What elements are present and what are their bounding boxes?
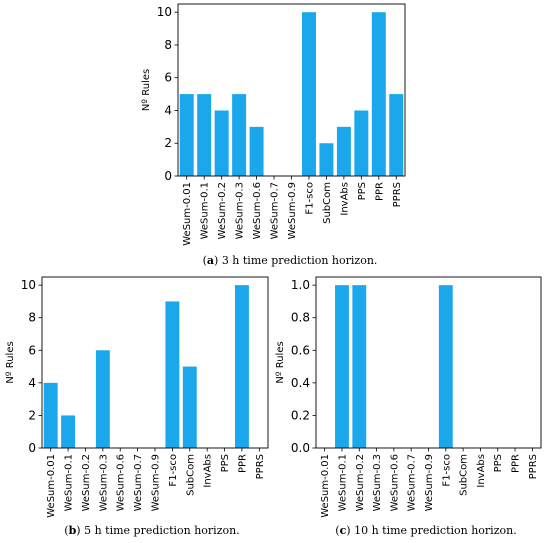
x-tick-label: F1-sco xyxy=(168,454,179,487)
x-tick-label: F1-sco xyxy=(304,182,315,215)
x-tick-label: WeSum-0.6 xyxy=(116,454,127,511)
x-tick-label: PPS xyxy=(220,454,231,472)
y-axis-label: Nº Rules xyxy=(275,341,286,383)
y-tick-label: 0.4 xyxy=(291,376,310,390)
x-tick-label: PPRS xyxy=(255,454,266,479)
x-tick-label: WeSum-0.7 xyxy=(407,454,418,511)
y-tick-label: 10 xyxy=(21,278,36,292)
axes-frame xyxy=(315,276,542,449)
y-tick-label: 0.2 xyxy=(291,408,310,422)
axes-frame xyxy=(41,276,269,449)
x-tick-label: WeSum-0.9 xyxy=(151,454,162,511)
y-tick-label: 4 xyxy=(164,103,172,117)
y-tick-label: 10 xyxy=(157,5,172,19)
bar-InvAbs xyxy=(336,126,351,176)
x-tick-label: WeSum-0.9 xyxy=(424,454,435,511)
x-tick-label: WeSum-0.3 xyxy=(235,182,246,239)
y-tick-label: 4 xyxy=(28,376,36,390)
panel-caption: (c) 10 h time prediction horizon. xyxy=(335,524,516,537)
chart-panel-b: WeSum-0.01 WeSum-0.1 WeSum-0.2 WeSum-0.3 WeS… xyxy=(5,276,269,537)
chart-panel-a: WeSum-0.01 WeSum-0.1 WeSum-0.2 WeSum-0.3 WeS… xyxy=(141,3,406,267)
bar-WeSum-0.1 xyxy=(335,285,349,448)
x-tick-label: WeSum-0.7 xyxy=(270,182,281,239)
x-tick-label: InvAbs xyxy=(339,182,350,216)
x-tick-label: InvAbs xyxy=(203,454,214,488)
panel-caption: (b) 5 h time prediction horizon. xyxy=(64,524,239,537)
y-tick-label: 0 xyxy=(28,441,36,455)
bar-WeSum-0.2 xyxy=(352,285,367,448)
bar-PPR xyxy=(234,285,249,448)
y-tick-label: 0.0 xyxy=(291,441,310,455)
x-tick-label: SubCom xyxy=(322,182,333,224)
bar-PPS xyxy=(354,110,369,176)
panel-caption: (a) 3 h time prediction horizon. xyxy=(203,254,378,267)
y-tick-label: 0.6 xyxy=(291,343,310,357)
bar-WeSum-0.01 xyxy=(43,382,58,448)
x-tick-label: WeSum-0.2 xyxy=(355,454,366,511)
x-tick-label: PPR xyxy=(237,454,248,473)
bar-WeSum-0.2 xyxy=(214,110,229,176)
x-tick-label: WeSum-0.01 xyxy=(182,182,193,246)
x-tick-label: WeSum-0.3 xyxy=(98,454,109,511)
caption-letter: c xyxy=(340,524,347,537)
x-tick-label: PPR xyxy=(511,454,522,473)
y-tick-label: 2 xyxy=(164,136,172,150)
x-tick-label: PPRS xyxy=(528,454,539,479)
y-tick-label: 0 xyxy=(164,169,172,183)
x-tick-label: WeSum-0.3 xyxy=(372,454,383,511)
y-axis-label: Nº Rules xyxy=(5,341,16,383)
y-tick-label: 8 xyxy=(28,311,36,325)
y-tick-label: 6 xyxy=(28,343,36,357)
y-tick-label: 1.0 xyxy=(291,278,310,292)
x-tick-label: WeSum-0.01 xyxy=(320,454,331,518)
y-axis-label: Nº Rules xyxy=(141,69,152,111)
bar-WeSum-0.1 xyxy=(197,94,212,176)
chart-panel-c: WeSum-0.01 WeSum-0.1 WeSum-0.2 WeSum-0.3 WeS… xyxy=(275,276,542,537)
bar-SubCom xyxy=(319,143,334,176)
x-tick-label: WeSum-0.1 xyxy=(200,182,211,239)
x-tick-label: SubCom xyxy=(185,454,196,496)
x-tick-label: WeSum-0.9 xyxy=(287,182,298,239)
bar-SubCom xyxy=(182,366,197,448)
bar-WeSum-0.3 xyxy=(95,350,110,448)
x-tick-label: WeSum-0.2 xyxy=(81,454,92,511)
bar-WeSum-0.01 xyxy=(179,94,194,176)
x-tick-label: F1-sco xyxy=(441,454,452,487)
x-tick-label: WeSum-0.1 xyxy=(337,454,348,511)
caption-letter: a xyxy=(207,254,214,267)
x-tick-label: InvAbs xyxy=(476,454,487,488)
bar-F1-sco xyxy=(301,12,316,176)
x-tick-label: PPRS xyxy=(392,182,403,207)
x-tick-label: WeSum-0.6 xyxy=(252,182,263,239)
x-tick-label: PPR xyxy=(374,182,385,201)
x-tick-label: PPS xyxy=(357,182,368,200)
y-tick-label: 0.8 xyxy=(291,311,310,325)
x-tick-label: PPS xyxy=(493,454,504,472)
x-tick-label: WeSum-0.6 xyxy=(389,454,400,511)
x-tick-label: WeSum-0.2 xyxy=(217,182,228,239)
x-tick-label: WeSum-0.01 xyxy=(46,454,57,518)
y-tick-label: 8 xyxy=(164,38,172,52)
bar-WeSum-0.6 xyxy=(249,126,264,176)
bar-PPR xyxy=(371,12,386,176)
x-tick-label: WeSum-0.1 xyxy=(64,454,75,511)
x-tick-label: SubCom xyxy=(459,454,470,496)
y-tick-label: 6 xyxy=(164,71,172,85)
bar-WeSum-0.3 xyxy=(232,94,247,176)
axes-frame xyxy=(177,3,406,177)
x-tick-label: WeSum-0.7 xyxy=(133,454,144,511)
caption-letter: b xyxy=(69,524,77,537)
bar-F1-sco xyxy=(438,285,453,448)
bar-F1-sco xyxy=(165,301,180,448)
y-tick-label: 2 xyxy=(28,408,36,422)
caption-text: 3 h time prediction horizon. xyxy=(222,254,378,267)
bar-PPRS xyxy=(389,94,404,176)
caption-text: 10 h time prediction horizon. xyxy=(354,524,517,537)
caption-text: 5 h time prediction horizon. xyxy=(84,524,240,537)
bar-WeSum-0.1 xyxy=(61,415,76,448)
